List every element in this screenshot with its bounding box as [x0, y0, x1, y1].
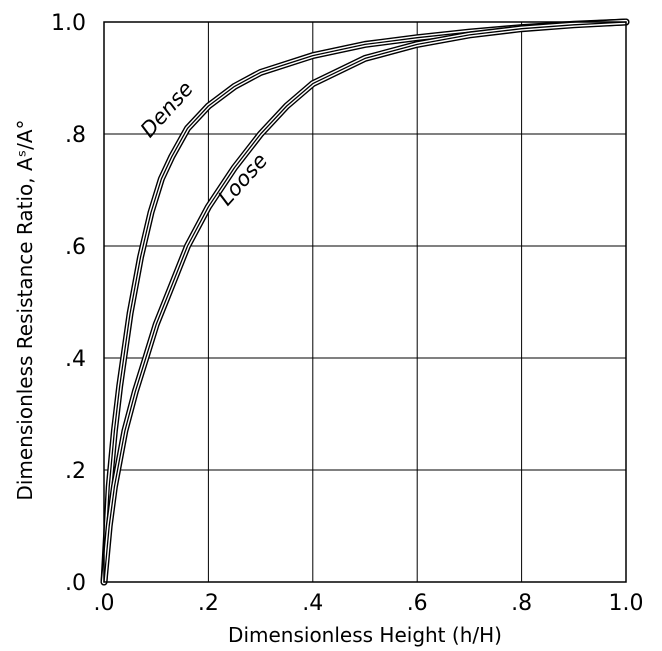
series-loose	[100, 18, 630, 586]
x-tick-label: .8	[511, 591, 532, 616]
y-tick-label: .2	[65, 459, 86, 484]
y-axis-label: Dimensionless Resistance Ratio, Aˢ/A°	[13, 119, 37, 500]
x-tick-label: .2	[198, 591, 219, 616]
x-axis-label: Dimensionless Height (h/H)	[228, 623, 502, 647]
y-tick-label: .4	[65, 347, 86, 372]
x-tick-label: .0	[94, 591, 115, 616]
y-tick-label: .0	[65, 571, 86, 596]
y-tick-label: .6	[65, 235, 86, 260]
y-tick-label: 1.0	[51, 11, 86, 36]
x-tick-label: .6	[407, 591, 428, 616]
x-tick-labels: .0 .2 .4 .6 .8 1.0	[94, 591, 644, 616]
x-tick-label: 1.0	[609, 591, 644, 616]
x-tick-label: .4	[302, 591, 323, 616]
series-line-center	[103, 21, 627, 583]
series-layer	[100, 18, 630, 586]
y-tick-label: .8	[65, 123, 86, 148]
y-tick-labels: .0 .2 .4 .6 .8 1.0	[51, 11, 86, 596]
plot-frame	[103, 21, 627, 583]
